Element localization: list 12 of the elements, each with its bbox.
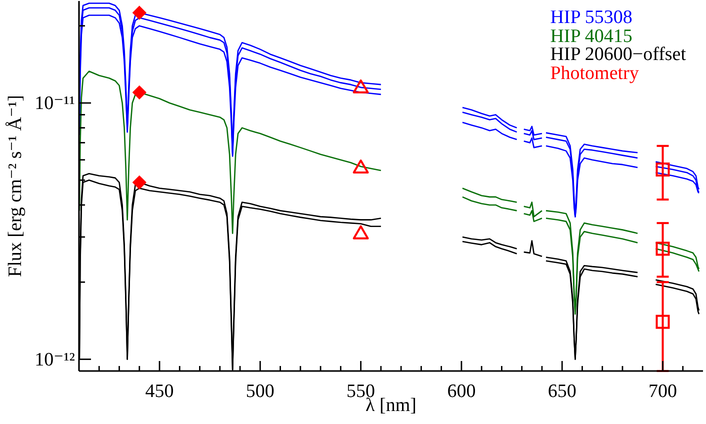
y-tick-label: 10⁻¹²: [34, 349, 76, 370]
x-tick-label: 650: [548, 381, 576, 402]
y-axis-title: Flux [erg cm⁻² s⁻¹ Å⁻¹]: [5, 95, 26, 277]
x-tick-label: 450: [145, 381, 174, 402]
text: HIP 40415: [550, 26, 634, 46]
text: HIP 20600−offset: [550, 44, 686, 65]
x-tick-label: 500: [246, 381, 274, 402]
y-tick-label: 10⁻¹¹: [34, 92, 76, 114]
text: Photometry: [550, 62, 640, 84]
x-tick-label: 600: [447, 381, 476, 402]
x-tick-label: 700: [648, 381, 677, 402]
text: HIP 55308: [550, 7, 634, 28]
